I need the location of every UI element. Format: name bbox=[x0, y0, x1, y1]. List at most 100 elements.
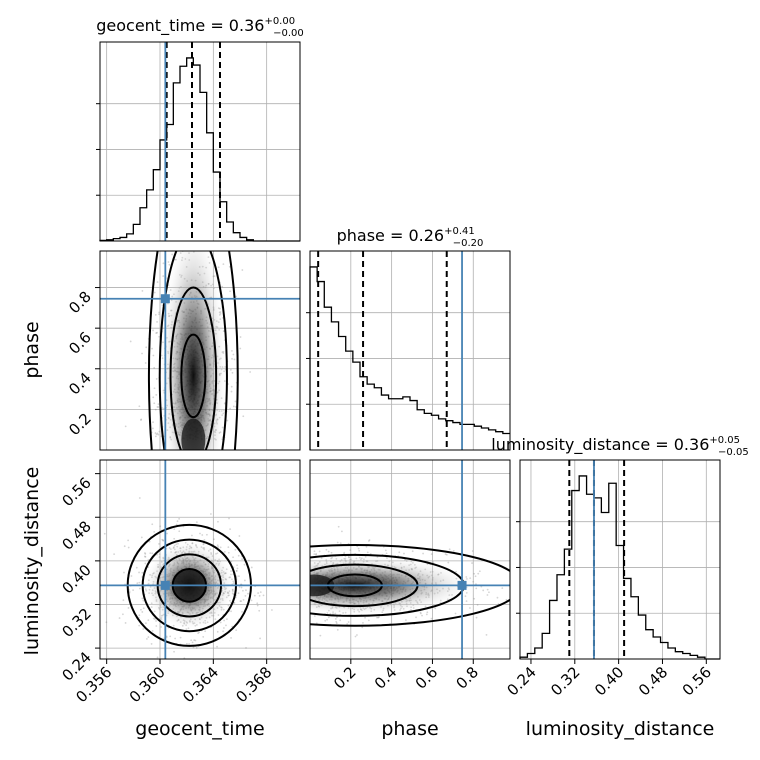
sample-point bbox=[168, 198, 170, 200]
sample-point bbox=[185, 215, 187, 217]
sample-point bbox=[129, 340, 132, 343]
sample-point bbox=[228, 517, 230, 520]
truth-marker bbox=[160, 294, 170, 304]
sample-point bbox=[313, 550, 316, 553]
sample-point bbox=[159, 525, 162, 528]
sample-point bbox=[476, 603, 479, 606]
sample-point bbox=[319, 634, 322, 637]
sample-point bbox=[174, 637, 177, 640]
sample-point bbox=[173, 528, 176, 531]
sample-point bbox=[444, 553, 447, 556]
sample-point bbox=[152, 329, 154, 332]
sample-point bbox=[181, 226, 183, 228]
sample-point bbox=[130, 575, 133, 577]
sample-point bbox=[152, 354, 155, 357]
sample-point bbox=[151, 552, 154, 555]
y-tick-label: 0.6 bbox=[65, 328, 95, 358]
sample-point bbox=[221, 285, 224, 288]
sample-point bbox=[140, 536, 143, 539]
sample-point bbox=[206, 533, 208, 536]
sample-point bbox=[160, 626, 163, 628]
panel-frame bbox=[99, 250, 301, 451]
sample-point bbox=[212, 538, 215, 541]
sample-point bbox=[330, 551, 333, 554]
sample-point bbox=[188, 642, 190, 645]
sample-point bbox=[122, 599, 125, 602]
sample-point bbox=[496, 596, 499, 599]
sample-point bbox=[173, 650, 175, 653]
sample-point bbox=[216, 630, 219, 633]
sample-point bbox=[140, 419, 142, 421]
sample-point bbox=[477, 572, 480, 575]
sample-point bbox=[154, 408, 157, 411]
sample-point bbox=[419, 612, 422, 615]
sample-point bbox=[235, 570, 238, 572]
sample-point bbox=[201, 534, 204, 536]
sample-point bbox=[377, 616, 380, 619]
sample-point bbox=[376, 616, 378, 619]
sample-point bbox=[217, 546, 220, 548]
sample-point bbox=[230, 637, 232, 639]
sample-point bbox=[141, 597, 144, 600]
sample-point bbox=[245, 589, 247, 592]
sample-point bbox=[155, 378, 158, 380]
density-panel-geocent_time-luminosity_distance bbox=[99, 459, 301, 660]
sample-point bbox=[385, 552, 388, 555]
sample-point bbox=[240, 600, 243, 603]
histogram-luminosity_distance bbox=[519, 475, 720, 660]
sample-point bbox=[132, 589, 135, 592]
density-peak bbox=[181, 418, 206, 450]
sample-point bbox=[141, 290, 144, 292]
sample-point bbox=[207, 242, 209, 244]
sample-point bbox=[128, 591, 131, 594]
sample-point bbox=[165, 636, 168, 639]
sample-point bbox=[238, 586, 241, 588]
sample-point bbox=[411, 550, 414, 553]
sample-point bbox=[118, 617, 121, 619]
sample-point bbox=[179, 636, 182, 639]
sample-point bbox=[473, 597, 476, 600]
sample-point bbox=[485, 633, 488, 636]
truth-marker bbox=[160, 580, 170, 590]
sample-point bbox=[471, 562, 473, 564]
sample-point bbox=[327, 550, 330, 553]
sample-point bbox=[156, 321, 158, 323]
sample-point bbox=[199, 532, 201, 535]
sample-point bbox=[465, 600, 468, 603]
sample-point bbox=[203, 235, 205, 237]
sample-point bbox=[194, 232, 196, 234]
sample-point bbox=[140, 608, 142, 611]
sample-point bbox=[162, 539, 164, 542]
contour-level bbox=[180, 333, 207, 419]
sample-point bbox=[422, 552, 424, 555]
sample-point bbox=[242, 598, 245, 601]
sample-point bbox=[182, 96, 184, 98]
sample-point bbox=[191, 534, 193, 537]
sample-point bbox=[135, 566, 138, 569]
sample-point bbox=[202, 216, 204, 218]
sample-point bbox=[151, 630, 154, 632]
sample-point bbox=[227, 546, 230, 549]
sample-point bbox=[140, 418, 143, 421]
sample-point bbox=[138, 614, 141, 617]
sample-point bbox=[250, 599, 253, 602]
sample-point bbox=[138, 571, 140, 574]
sample-point bbox=[232, 405, 235, 408]
sample-point bbox=[156, 656, 159, 659]
sample-point bbox=[324, 619, 327, 622]
sample-point bbox=[315, 553, 317, 556]
sample-point bbox=[361, 626, 364, 629]
sample-point bbox=[166, 532, 168, 535]
sample-point bbox=[177, 247, 179, 249]
sample-point bbox=[156, 331, 158, 334]
sample-point bbox=[198, 631, 201, 634]
x-tick-label: 0.6 bbox=[412, 663, 442, 693]
sample-point bbox=[430, 553, 433, 556]
sample-point bbox=[235, 295, 238, 298]
sample-point bbox=[602, 599, 604, 601]
sample-point bbox=[505, 598, 508, 601]
sample-point bbox=[191, 246, 193, 248]
sample-point bbox=[156, 432, 159, 435]
sample-point bbox=[191, 641, 194, 644]
sample-point bbox=[362, 621, 364, 624]
